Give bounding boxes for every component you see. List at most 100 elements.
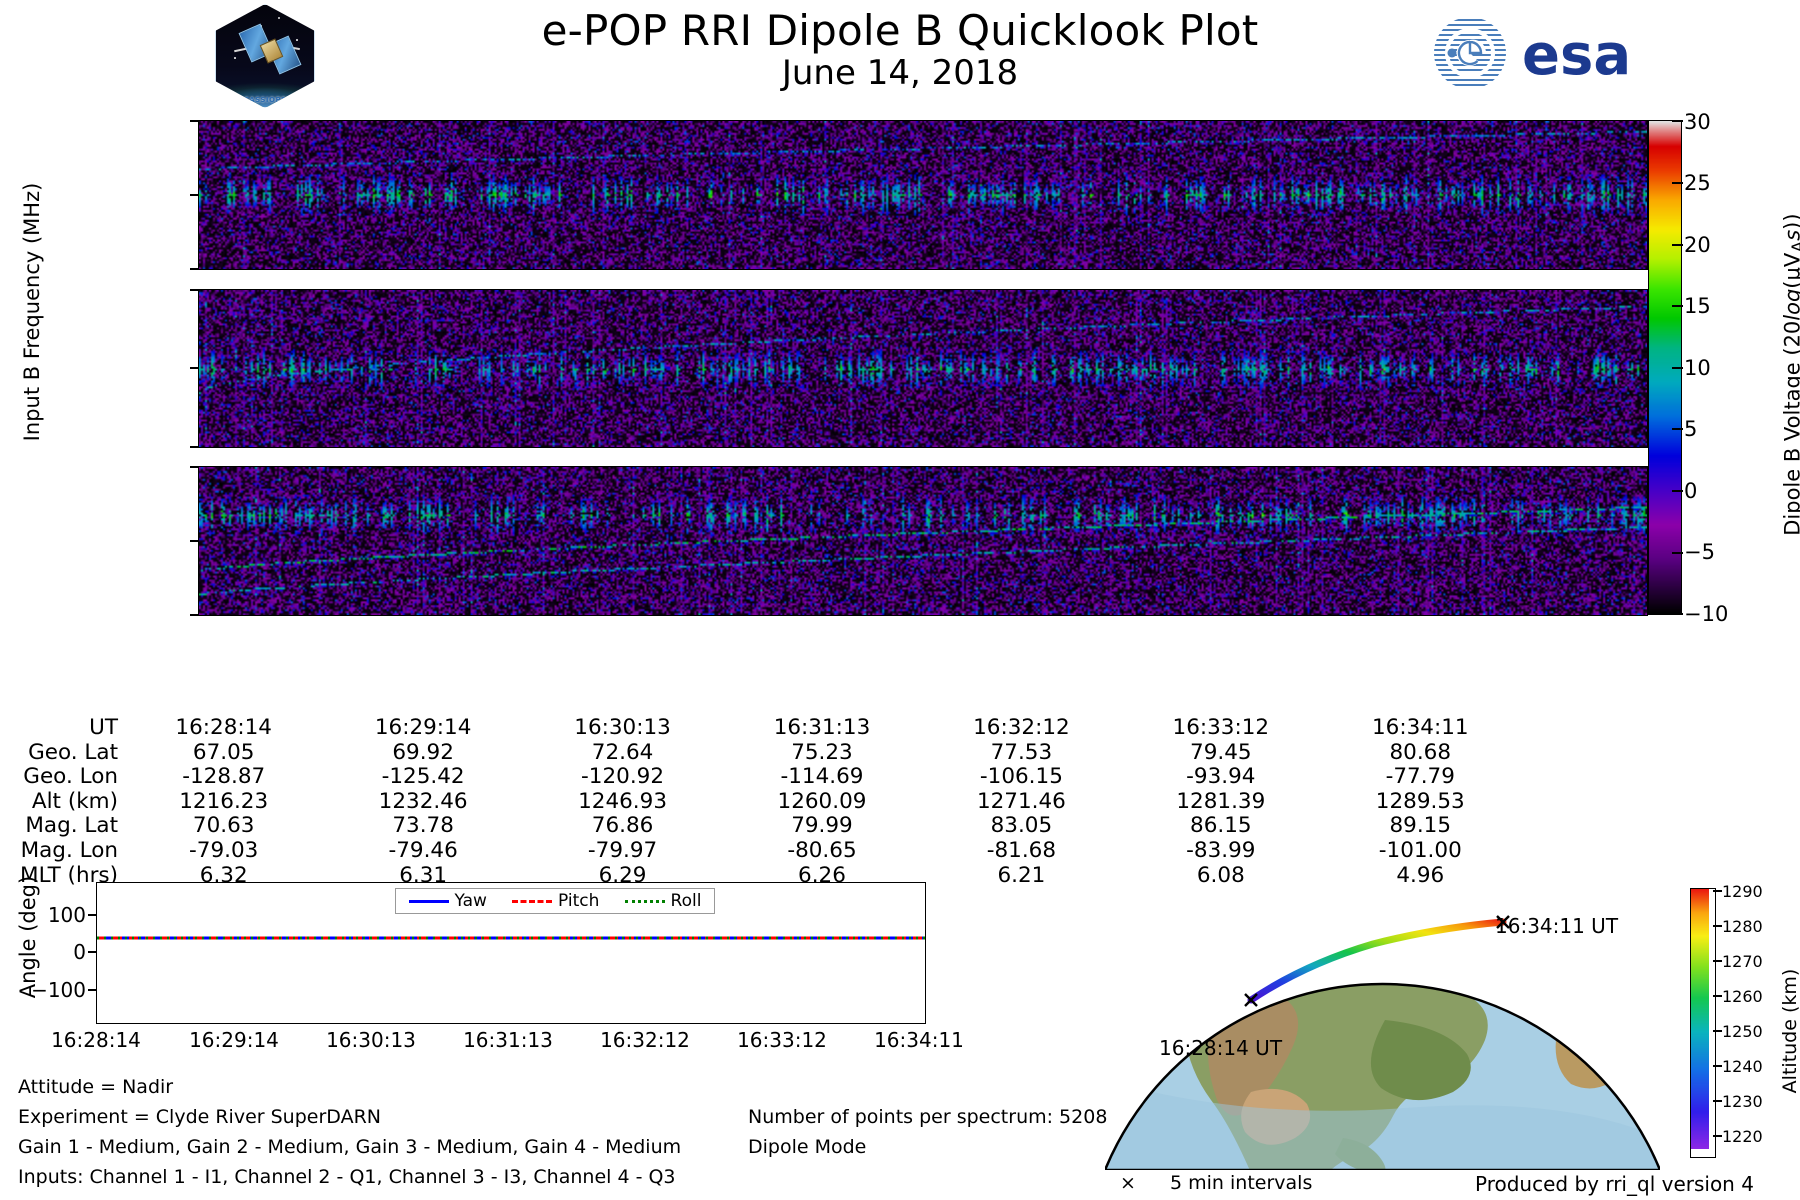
altitude-tick-1230: 1230	[1722, 1092, 1763, 1111]
spectrogram-y-axis-title: Input B Frequency (MHz)	[20, 182, 44, 442]
cell-ut-5: 16:33:12	[1172, 715, 1270, 740]
attitude-ytick-0: 0	[73, 940, 86, 964]
ground-track-interval-markers	[1244, 915, 1510, 1007]
attitude-xtick-3: 16:31:13	[463, 1028, 553, 1052]
cell-geolat-1: 69.92	[392, 739, 454, 765]
attitude-ytick-m100: −100	[31, 978, 86, 1002]
altitude-tick-1220: 1220	[1722, 1127, 1763, 1146]
cell-mlt-5: 6.08	[1196, 862, 1245, 888]
cell-geolat-4: 77.53	[990, 739, 1053, 765]
ephemeris-grid: UT 16:28:14 16:29:14 16:30:13 16:31:13 1…	[0, 715, 1520, 888]
cell-maglat-0: 70.63	[192, 813, 255, 839]
page-subtitle-date: June 14, 2018	[781, 53, 1019, 93]
spectrogram-panel-9mhz[interactable]	[198, 466, 1648, 616]
ground-track-line	[1247, 918, 1507, 1004]
cell-ut-1: 16:29:14	[374, 715, 472, 740]
attitude-xtick-5: 16:33:12	[737, 1028, 827, 1052]
legend-swatch-roll	[624, 899, 665, 903]
footer-produced-by: Produced by rri_ql version 4	[1475, 1172, 1754, 1196]
attitude-legend: Yaw Pitch Roll	[395, 888, 715, 914]
cell-ut-2: 16:30:13	[574, 715, 671, 740]
altitude-tick-1250: 1250	[1722, 1022, 1763, 1041]
row-label-mag-lon: Mag. Lon	[20, 837, 118, 863]
footer-points: Number of points per spectrum: 5208	[748, 1106, 1108, 1128]
cell-ut-3: 16:31:13	[773, 715, 871, 740]
cassiope-logo-text: CASSIOPE	[243, 96, 287, 104]
cell-geolat-2: 72.64	[591, 739, 654, 765]
page-title: e-POP RRI Dipole B Quicklook Plot	[541, 6, 1259, 55]
spectrogram-canvas-10mhz	[199, 290, 1647, 447]
cell-geolon-4: -106.15	[979, 764, 1063, 790]
map-legend: × 5 min intervals	[1120, 1172, 1312, 1194]
cell-maglat-6: 89.15	[1389, 813, 1452, 839]
altitude-tick-1280: 1280	[1722, 917, 1763, 936]
spectrogram-canvas-9mhz	[199, 467, 1647, 615]
ground-track-map[interactable]	[1105, 880, 1660, 1170]
attitude-xtick-2: 16:30:13	[326, 1028, 416, 1052]
cbtick-m5: −5	[1684, 540, 1715, 564]
cell-maglat-4: 83.05	[990, 813, 1053, 839]
altitude-tick-1240: 1240	[1722, 1057, 1763, 1076]
cell-maglon-6: -101.00	[1378, 837, 1462, 863]
row-label-alt: Alt (km)	[31, 788, 118, 814]
cell-geolon-1: -125.42	[381, 764, 465, 790]
row-label-ut: UT	[89, 715, 118, 740]
altitude-tick-1260: 1260	[1722, 987, 1763, 1006]
cell-geolon-5: -93.94	[1186, 764, 1256, 790]
legend-item-pitch: Pitch	[512, 891, 599, 911]
attitude-xtick-0: 16:28:14	[51, 1028, 141, 1052]
table-row-mag-lat: Mag. Lat 70.63 73.78 76.86 79.99 83.05 8…	[0, 814, 1520, 839]
ephemeris-table: UT 16:28:14 16:29:14 16:30:13 16:31:13 1…	[0, 715, 1520, 888]
map-legend-x-icon: ×	[1120, 1172, 1136, 1194]
cbtick-30: 30	[1684, 110, 1711, 134]
altitude-colorbar-title: Altitude (km)	[1779, 968, 1800, 1094]
altitude-tick-1270: 1270	[1722, 952, 1763, 971]
cbtick-25: 25	[1684, 171, 1711, 195]
cell-geolat-6: 80.68	[1389, 739, 1452, 765]
cell-geolat-3: 75.23	[791, 739, 853, 765]
cbtick-20: 20	[1684, 233, 1711, 257]
row-label-geo-lat: Geo. Lat	[28, 739, 118, 765]
legend-swatch-pitch	[512, 899, 553, 903]
cell-geolon-2: -120.92	[581, 764, 665, 790]
cell-maglat-3: 79.99	[791, 813, 853, 839]
map-outline	[1105, 982, 1660, 1170]
esa-globe-icon	[1434, 17, 1506, 89]
esa-logo-svg: esa	[1434, 17, 1631, 89]
cbtick-5: 5	[1684, 417, 1698, 441]
spectrogram-panel-11mhz[interactable]	[198, 120, 1648, 270]
voltage-colorbar-title: Dipole B Voltage (20log(µVAs))	[1780, 213, 1800, 536]
cell-alt-1: 1232.46	[378, 788, 468, 814]
table-row-ut: UT 16:28:14 16:29:14 16:30:13 16:31:13 1…	[0, 715, 1520, 741]
spectrogram-group: Input B Frequency (MHz) 11.27 11.25 11.2…	[20, 120, 1648, 616]
cell-alt-6: 1289.53	[1375, 788, 1465, 814]
legend-item-roll: Roll	[624, 891, 702, 911]
cell-geolat-5: 79.45	[1190, 739, 1252, 765]
table-row-alt: Alt (km) 1216.23 1232.46 1246.93 1260.09…	[0, 788, 1520, 815]
cbtick-0: 0	[1684, 479, 1698, 503]
spectrogram-panel-10mhz[interactable]	[198, 289, 1648, 448]
attitude-plot-svg	[97, 936, 925, 940]
altitude-colorbar-gradient	[1691, 889, 1709, 1149]
cell-alt-0: 1216.23	[179, 788, 269, 814]
map-start-time-label: 16:28:14 UT	[1159, 1036, 1283, 1060]
row-label-geo-lon: Geo. Lon	[23, 764, 118, 790]
legend-swatch-yaw	[408, 899, 449, 903]
cell-maglon-2: -79.97	[587, 837, 658, 863]
footer-gain: Gain 1 - Medium, Gain 2 - Medium, Gain 3…	[18, 1136, 682, 1158]
esa-logo: esa	[1430, 14, 1680, 92]
footer-attitude: Attitude = Nadir	[18, 1076, 174, 1098]
row-label-mag-lat: Mag. Lat	[25, 813, 118, 839]
cell-maglon-0: -79.03	[189, 837, 259, 863]
table-row-mag-lon: Mag. Lon -79.03 -79.46 -79.97 -80.65 -81…	[0, 837, 1520, 864]
table-row-geo-lat: Geo. Lat 67.05 69.92 72.64 75.23 77.53 7…	[0, 739, 1520, 766]
cell-mlt-6: 4.96	[1396, 862, 1445, 888]
cassiope-mission-logo: CASSIOPE	[215, 4, 315, 108]
attitude-xtick-1: 16:29:14	[189, 1028, 279, 1052]
cell-ut-6: 16:34:11	[1371, 715, 1469, 740]
altitude-colorbar[interactable]	[1690, 888, 1716, 1158]
legend-label-roll: Roll	[670, 891, 702, 911]
footer-inputs: Inputs: Channel 1 - I1, Channel 2 - Q1, …	[18, 1166, 676, 1188]
cell-geolat-0: 67.05	[192, 739, 255, 765]
esa-wordmark: esa	[1522, 23, 1631, 88]
